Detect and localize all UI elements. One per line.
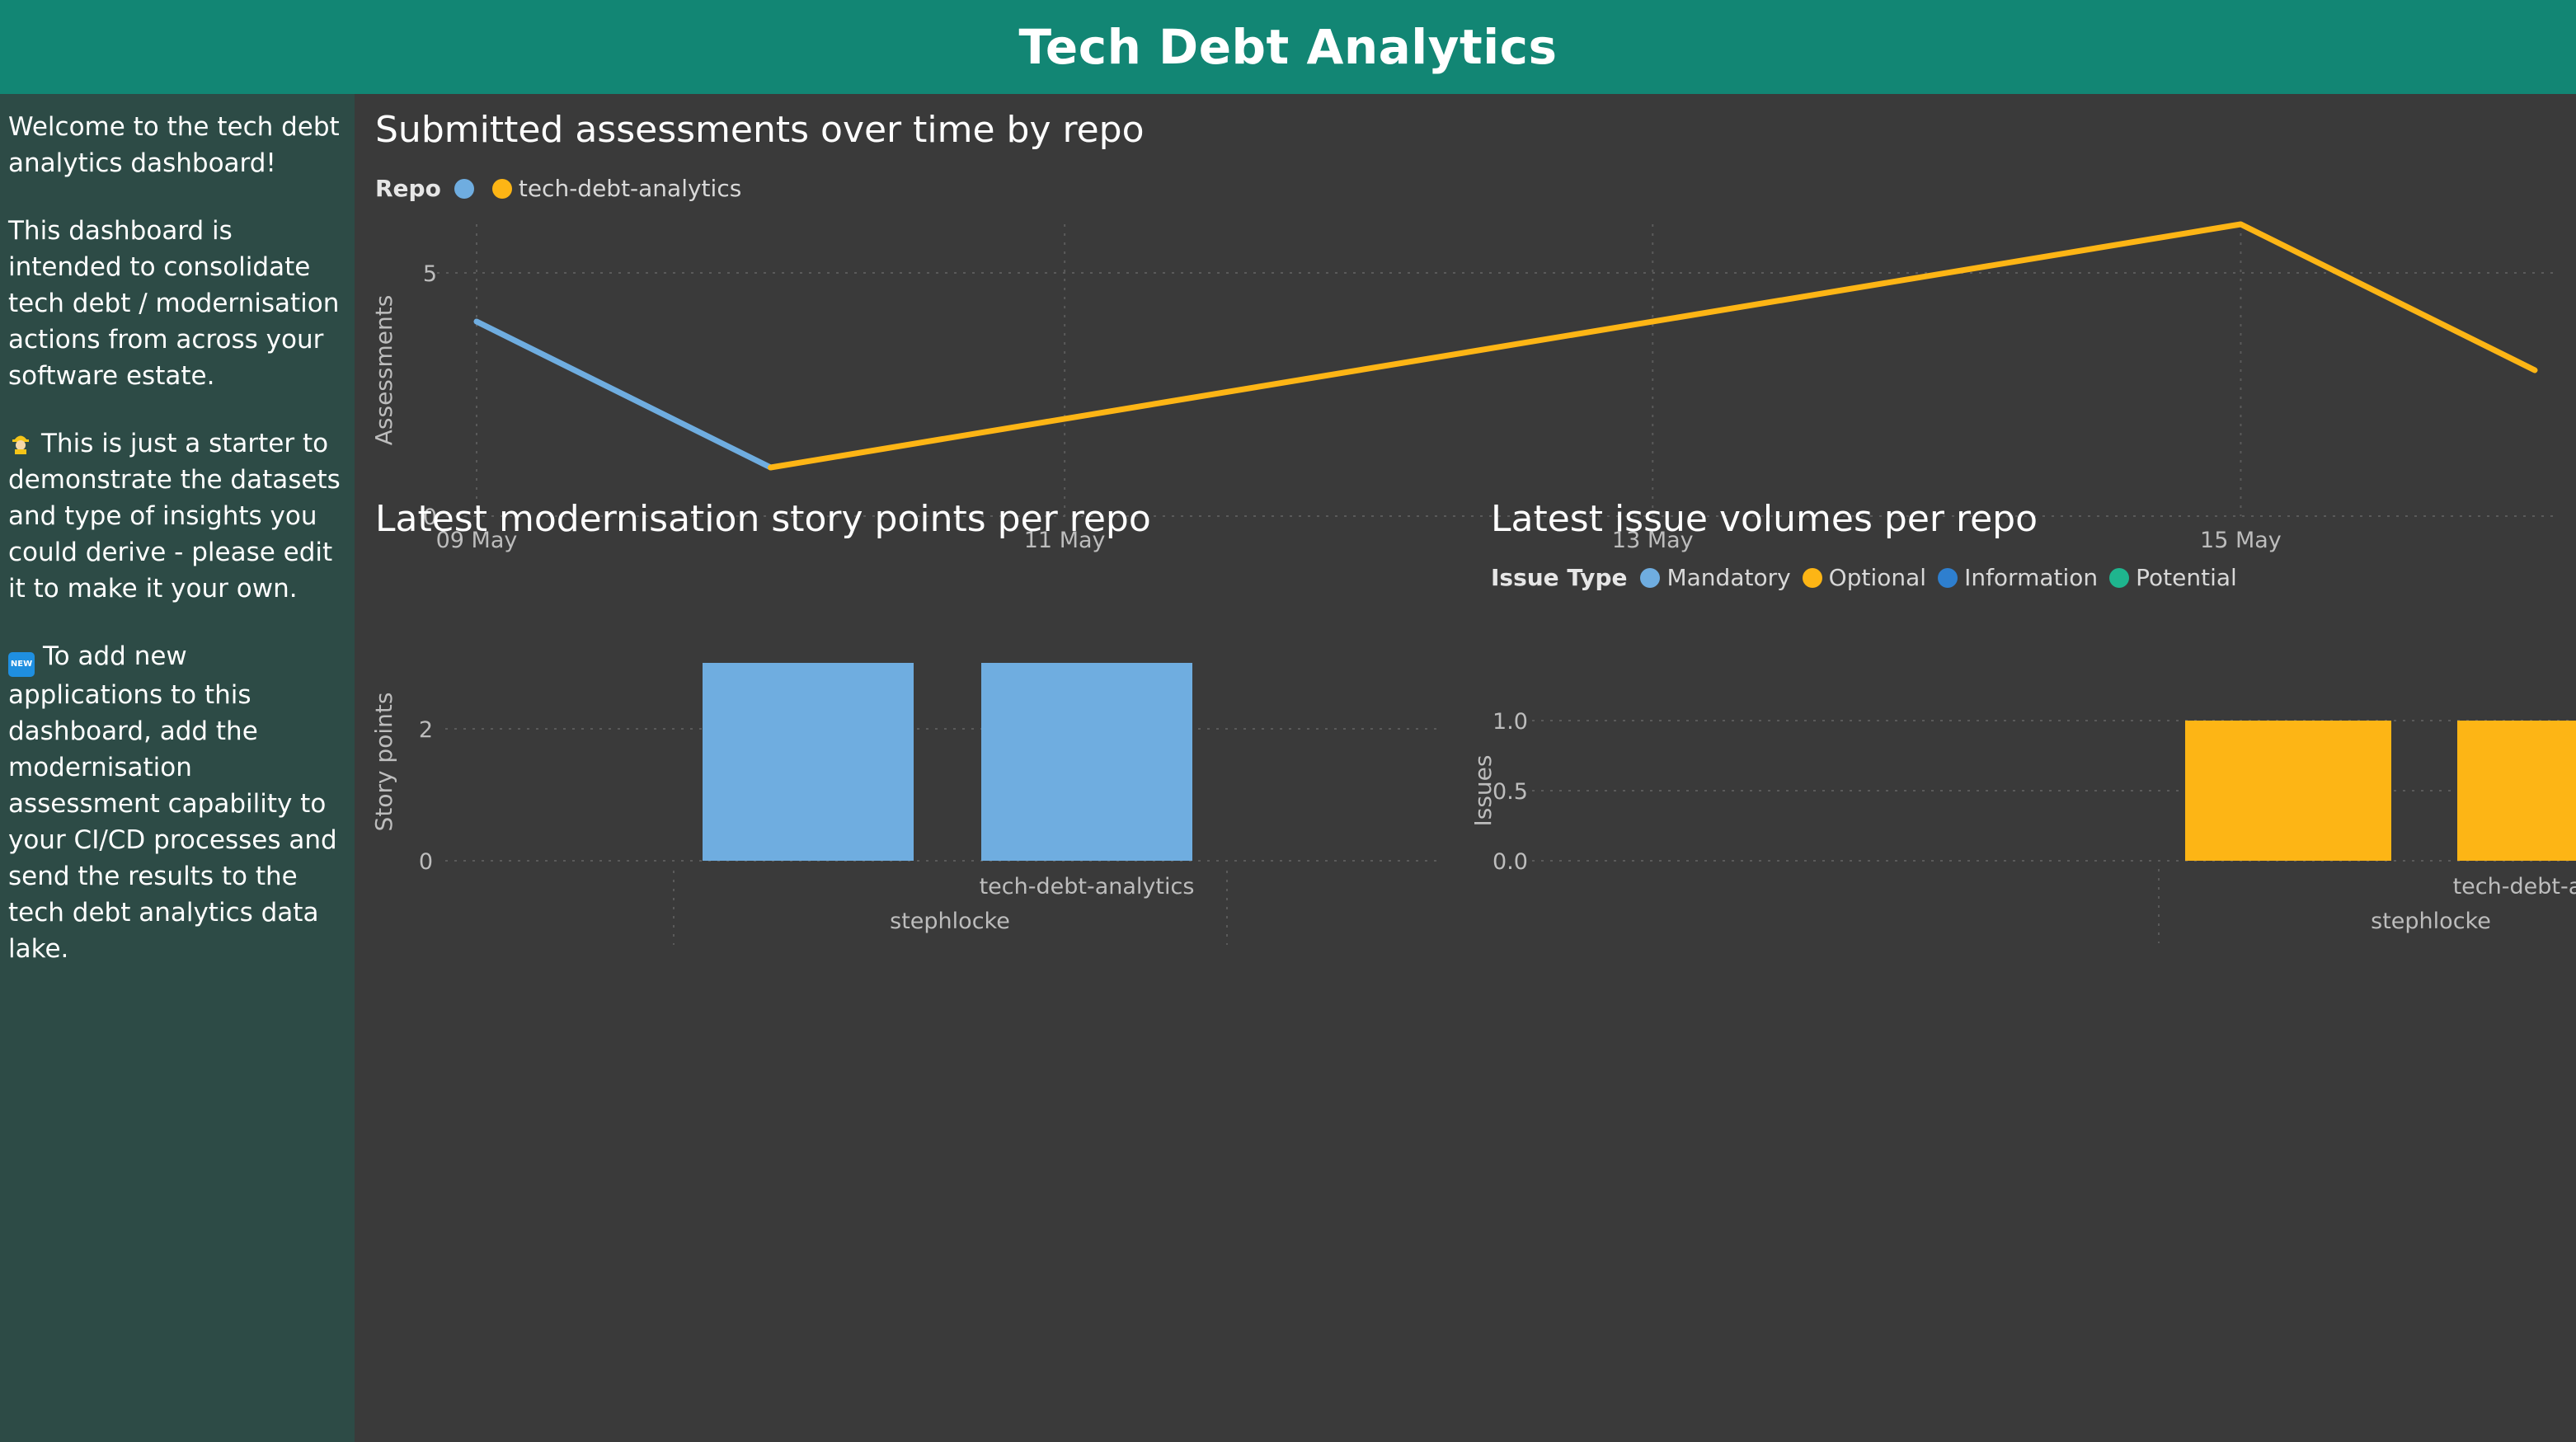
y-axis-label: Story points — [370, 693, 397, 832]
legend-dot — [1802, 567, 1822, 588]
y-tick-label: 1.0 — [1492, 709, 1528, 735]
legend-dot — [2109, 567, 2130, 588]
legend-item-tech-debt-analytics[interactable]: tech-debt-analytics — [491, 175, 741, 202]
sidebar-info-panel: Welcome to the tech debt analytics dashb… — [0, 94, 355, 1442]
legend-item-potential[interactable]: Potential — [2109, 564, 2237, 591]
page-header: Tech Debt Analytics — [0, 0, 2576, 94]
bar — [703, 663, 914, 861]
x-tick-label: 15 May — [2200, 528, 2282, 553]
issues-bar-chart[interactable]: 0.0 0.5 1.0 Issues tech-debt-analytics stephl… — [1466, 597, 2576, 960]
y-tick-label: 0 — [423, 505, 437, 530]
bar — [981, 663, 1192, 861]
y-axis-label: Assessments — [370, 295, 397, 446]
new-badge-icon: NEW — [8, 652, 35, 677]
legend-dot — [491, 178, 512, 199]
legend-dot — [1640, 567, 1661, 588]
bar — [2185, 721, 2391, 861]
x-tick-label: 13 May — [1612, 528, 1694, 553]
y-tick-label: 2 — [419, 717, 433, 743]
legend-title: Issue Type — [1491, 564, 1628, 591]
series-line — [473, 318, 774, 471]
x-tick-label: 11 May — [1024, 528, 1106, 553]
sidebar-intent-text: This dashboard is intended to consolidat… — [8, 216, 340, 391]
x-tick-label: 09 May — [436, 528, 518, 553]
y-axis-label: Issues — [1469, 755, 1497, 827]
legend-item-blank-repo[interactable] — [454, 178, 481, 199]
story-points-bar-chart[interactable]: 0 2 Story points tech-debt-analytics stephlo… — [355, 564, 1451, 960]
report-canvas: Submitted assessments over time by repo … — [355, 94, 2576, 1442]
assessments-legend: Repo tech-debt-analytics — [375, 175, 753, 202]
issues-legend: Issue Type Mandatory Optional Informatio… — [1491, 564, 2249, 591]
construction-worker-icon — [12, 435, 29, 454]
y-tick-label: 0.5 — [1492, 779, 1528, 805]
page-title: Tech Debt Analytics — [1018, 19, 1558, 75]
legend-dot — [454, 178, 474, 199]
story-points-chart-title: Latest modernisation story points per re… — [375, 498, 1151, 540]
y-tick-label: 0.0 — [1492, 849, 1528, 875]
assessments-chart-title: Submitted assessments over time by repo — [375, 109, 1145, 151]
issues-chart-title: Latest issue volumes per repo — [1491, 498, 2038, 540]
group-label: stephlocke — [2371, 909, 2491, 934]
sidebar-welcome-text: Welcome to the tech debt analytics dashb… — [8, 112, 340, 178]
x-tick-label: tech-debt-analytics — [2453, 874, 2576, 899]
sidebar-starter-text: This is just a starter to demonstrate th… — [8, 429, 341, 604]
legend-title: Repo — [375, 175, 441, 202]
bar — [2457, 721, 2576, 861]
group-label: stephlocke — [890, 909, 1010, 934]
legend-item-optional[interactable]: Optional — [1802, 564, 1926, 591]
assessments-line-chart[interactable]: 0 5 09 May 11 May 13 May 15 May Assessments — [355, 209, 2576, 572]
y-tick-label: 0 — [419, 849, 433, 875]
legend-item-mandatory[interactable]: Mandatory — [1640, 564, 1791, 591]
series-line — [768, 221, 2538, 471]
sidebar-add-apps-text: NEW To add new applications to this dashb… — [8, 641, 337, 964]
legend-item-information[interactable]: Information — [1938, 564, 2098, 591]
y-tick-label: 5 — [423, 261, 437, 287]
legend-dot — [1938, 567, 1958, 588]
x-tick-label: tech-debt-analytics — [980, 874, 1195, 899]
